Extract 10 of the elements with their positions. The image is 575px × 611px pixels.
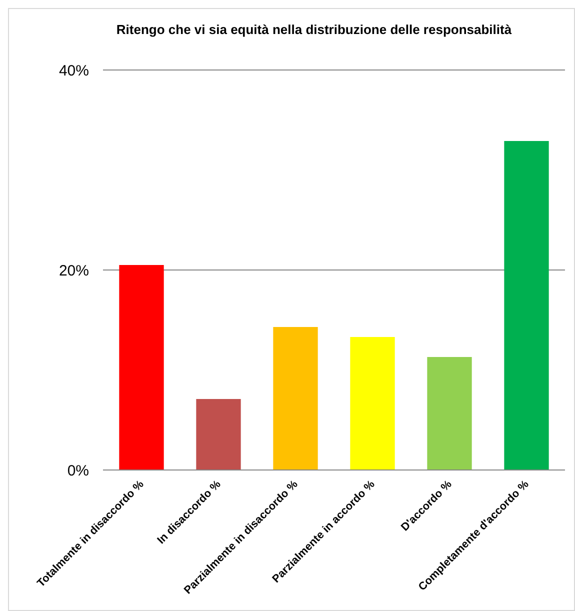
bar [427, 357, 472, 470]
y-tick-label: 0% [67, 462, 89, 480]
y-tick-label: 20% [58, 262, 89, 280]
bar [350, 337, 395, 470]
bar [504, 141, 549, 470]
bar [273, 327, 318, 470]
bar [119, 265, 164, 470]
y-tick-label: 40% [58, 62, 89, 80]
bar [196, 399, 241, 470]
chart-title: Ritengo che vi sia equità nella distribuzione delle responsabilità [116, 22, 512, 37]
